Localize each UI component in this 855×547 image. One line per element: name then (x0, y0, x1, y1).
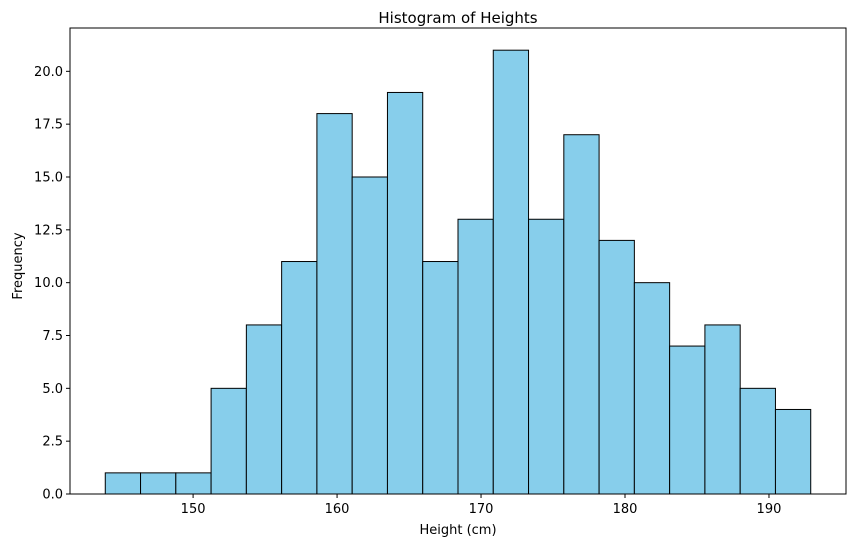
y-tick-label: 5.0 (42, 382, 63, 397)
histogram-bar (704, 324, 741, 495)
histogram-bar (633, 282, 671, 495)
x-tick-label: 180 (613, 502, 638, 517)
y-tick-label: 15.0 (34, 170, 63, 185)
histogram-bar (563, 134, 600, 495)
x-tick-label: 150 (181, 502, 206, 517)
histogram-bar (175, 472, 212, 495)
x-axis-label: Height (cm) (419, 523, 496, 538)
y-tick-label: 17.5 (34, 118, 63, 133)
histogram-bar (281, 261, 318, 495)
histogram-bar (528, 218, 565, 495)
y-tick-label: 2.5 (42, 435, 63, 450)
histogram-bar (598, 239, 635, 495)
plot-frame (69, 27, 847, 495)
histogram-bar (140, 472, 177, 495)
histogram-bar (669, 345, 706, 495)
y-axis-label: Frequency (11, 232, 26, 299)
y-tick-label: 20.0 (34, 65, 63, 80)
histogram-bar (492, 49, 530, 495)
histogram-bar (316, 113, 353, 495)
x-axis-ticks: 150 160 170 180 190 (181, 494, 782, 517)
x-tick-label: 170 (469, 502, 494, 517)
histogram-bar (386, 91, 424, 495)
bars-group (104, 49, 812, 495)
y-tick-label: 7.5 (42, 329, 63, 344)
y-tick-label: 12.5 (34, 223, 63, 238)
histogram-bar (774, 408, 812, 495)
y-axis-ticks: 0.0 2.5 5.0 7.5 10.0 12.5 15.0 17.5 20.0 (34, 65, 70, 503)
histogram-bar (422, 261, 459, 495)
chart-title: Histogram of Heights (378, 9, 537, 27)
histogram-bar (245, 324, 283, 495)
histogram-bar (739, 387, 776, 495)
histogram-bar (210, 387, 247, 495)
x-tick-label: 160 (325, 502, 350, 517)
y-tick-label: 10.0 (34, 276, 63, 291)
histogram-bar (457, 218, 494, 495)
histogram-bar (351, 176, 388, 495)
histogram-bar (104, 472, 142, 495)
x-tick-label: 190 (757, 502, 782, 517)
y-tick-label: 0.0 (42, 488, 63, 503)
